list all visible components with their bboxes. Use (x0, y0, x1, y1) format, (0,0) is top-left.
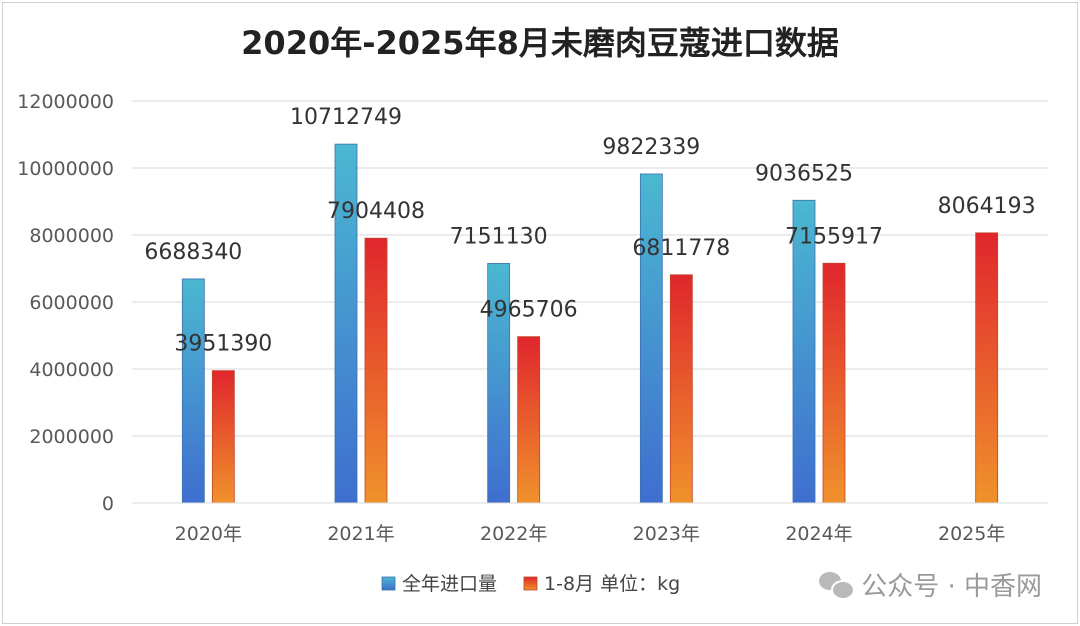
y-tick-label: 8000000 (29, 225, 114, 247)
y-tick-label: 4000000 (29, 359, 114, 381)
data-label: 7151130 (450, 224, 548, 249)
data-label: 4965706 (480, 298, 578, 323)
bar-jan-aug (364, 237, 388, 504)
y-tick-label: 12000000 (17, 91, 114, 113)
data-label: 9822339 (602, 135, 700, 160)
data-label: 7904408 (327, 199, 425, 224)
data-label: 6688340 (144, 240, 242, 265)
bar-jan-aug (975, 232, 999, 504)
bar-jan-aug (211, 370, 235, 504)
bar-jan-aug (517, 336, 541, 504)
y-tick-label: 10000000 (17, 158, 114, 180)
x-tick-label: 2023年 (633, 523, 700, 545)
wechat-icon (819, 570, 856, 600)
x-tick-label: 2020年 (175, 523, 242, 545)
watermark: 公众号 · 中香网 (819, 566, 1042, 603)
data-label: 8064193 (938, 194, 1036, 219)
y-tick-label: 0 (102, 493, 114, 515)
y-tick-label: 6000000 (29, 292, 114, 314)
data-label: 10712749 (290, 105, 402, 130)
chart-title: 2020年-2025年8月未磨肉豆蔻进口数据 (241, 24, 839, 62)
legend-label: 1-8月 单位：kg (544, 573, 680, 595)
watermark-text: 公众号 · 中香网 (861, 572, 1042, 602)
bar-annual (334, 143, 358, 504)
bar-annual (181, 278, 205, 504)
data-label: 7155917 (785, 224, 883, 249)
data-label: 6811778 (632, 236, 730, 261)
bar-jan-aug (669, 274, 693, 504)
bar-jan-aug (822, 262, 846, 504)
data-label: 3951390 (174, 332, 272, 357)
data-label: 9036525 (755, 161, 853, 186)
x-tick-label: 2024年 (785, 523, 852, 545)
bar-annual (639, 173, 663, 504)
legend-swatch (523, 576, 538, 591)
legend-swatch (381, 576, 396, 591)
y-tick-label: 2000000 (29, 426, 114, 448)
x-tick-label: 2021年 (327, 523, 394, 545)
legend-label: 全年进口量 (402, 573, 497, 595)
x-tick-label: 2022年 (480, 523, 547, 545)
x-tick-label: 2025年 (938, 523, 1005, 545)
